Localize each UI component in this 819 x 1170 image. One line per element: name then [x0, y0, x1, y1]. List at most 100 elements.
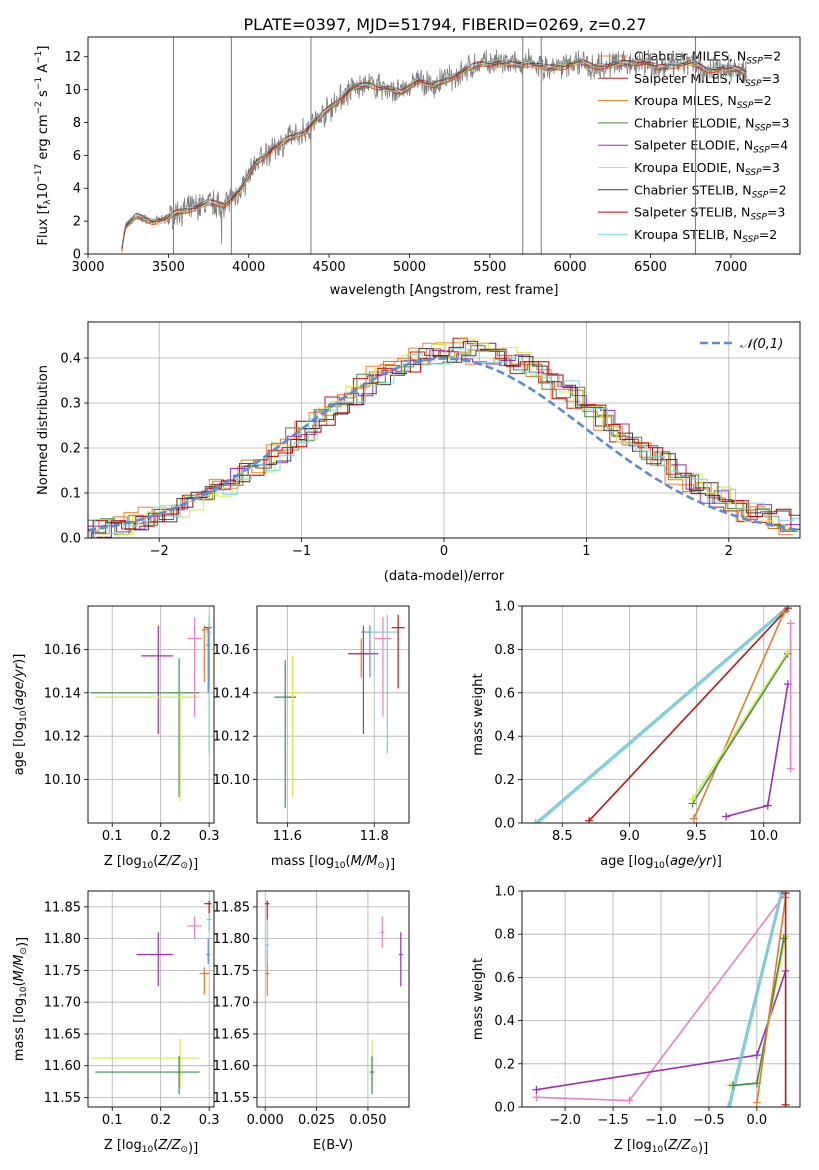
histograms — [88, 337, 800, 538]
mass-weight-line — [693, 612, 785, 820]
x-tick-label: 3000 — [71, 260, 104, 275]
y-tick-label: 10.10 — [213, 773, 250, 788]
normal-pdf-curve — [88, 357, 800, 532]
histogram-series-4 — [88, 345, 799, 536]
legend-label: Kroupa STELIB, NSSP=2 — [634, 227, 777, 245]
y-tick-label: 0.2 — [494, 1057, 515, 1072]
y-tick-label: 0.6 — [494, 686, 515, 701]
y-tick-label: 0.8 — [494, 928, 515, 943]
y-axis-label: Normed distribution — [36, 365, 51, 495]
legend-label: Salpeter STELIB, NSSP=3 — [634, 205, 785, 223]
x-tick-label: 10.0 — [749, 829, 778, 844]
x-tick-label: −1.5 — [597, 1113, 629, 1128]
mass-weight-marker — [532, 1085, 541, 1094]
y-tick-label: 11.85 — [44, 900, 81, 915]
x-axis-label: (data-model)/error — [384, 569, 505, 584]
x-tick-label: 3500 — [152, 260, 185, 275]
observed-spectrum — [121, 48, 747, 252]
axes-2: 0.1 0.2 0.3 10.10 10.12 10.14 10.16 — [44, 606, 220, 844]
mass-weight-marker — [783, 606, 792, 613]
mass-weight-line — [725, 683, 789, 818]
mass-weight-marker — [531, 819, 540, 823]
y-tick-label: 10.14 — [213, 686, 250, 701]
y-tick-label: 2 — [73, 215, 81, 230]
y-tick-label: 10 — [64, 83, 81, 98]
y-tick-label: 11.65 — [44, 1027, 81, 1042]
mass-weight-marker — [726, 1103, 735, 1107]
x-tick-label: 1 — [582, 544, 590, 559]
y-tick-label: 11.70 — [44, 996, 81, 1011]
x-tick-label: 0.025 — [298, 1113, 335, 1128]
x-tick-label: 0.3 — [199, 1113, 220, 1128]
x-tick-label: 0.050 — [349, 1113, 386, 1128]
y-tick-label: 1.0 — [494, 600, 515, 615]
y-tick-label: 11.80 — [213, 932, 250, 947]
legend-label: Salpeter ELODIE, NSSP=4 — [634, 138, 788, 156]
axes-frame — [521, 890, 801, 1108]
x-tick-label: 5000 — [393, 260, 426, 275]
axes-3: 11.6 11.8 10.10 10.12 10.14 10.16 — [213, 606, 409, 844]
x-axis-label: age [log10(age/yr)] — [600, 854, 722, 871]
x-tick-label: −1.0 — [645, 1113, 677, 1128]
main-title: PLATE=0397, MJD=51794, FIBERID=0269, z=0… — [243, 15, 646, 34]
mass-weight-line — [537, 607, 789, 823]
x-tick-label: 4500 — [313, 260, 346, 275]
x-tick-label: 5500 — [473, 260, 506, 275]
y-tick-label: 0.0 — [494, 1101, 515, 1116]
y-tick-label: 10.14 — [44, 686, 81, 701]
mass-weight-marker — [752, 1051, 761, 1060]
mass-weight-marker — [752, 1098, 761, 1107]
mass-weight-line — [756, 897, 787, 1103]
y-tick-label: 10.16 — [44, 643, 81, 658]
y-axis-label: age [log10(age/yr)] — [12, 654, 29, 776]
x-tick-label: 0.000 — [247, 1113, 284, 1128]
y-tick-label: 0.4 — [494, 1014, 515, 1029]
mass-weight-line — [534, 606, 789, 823]
y-axis-label: mass weight — [471, 673, 486, 755]
errorbars-3 — [274, 614, 405, 808]
mass-weight-lines-4 — [531, 606, 795, 823]
x-tick-label: 2 — [725, 544, 733, 559]
x-tick-label: 0.1 — [102, 829, 123, 844]
legend-label: Chabrier ELODIE, NSSP=3 — [634, 115, 789, 133]
x-tick-label: 0.2 — [150, 1113, 171, 1128]
y-tick-label: 11.75 — [44, 964, 81, 979]
legend-label: 𝒩(0,1) — [740, 337, 783, 352]
errorbars-6 — [265, 900, 403, 1095]
legend-label: Kroupa ELODIE, NSSP=3 — [634, 160, 780, 178]
y-tick-label: 4 — [73, 182, 81, 197]
x-axis-label: Z [log10(Z/Z⊙)] — [104, 854, 198, 872]
x-tick-label: 0.2 — [150, 829, 171, 844]
x-tick-label: 0 — [440, 544, 448, 559]
y-tick-label: 11.75 — [213, 964, 250, 979]
x-tick-label: −2 — [150, 544, 169, 559]
y-tick-label: 8 — [73, 116, 81, 131]
mass-weight-marker — [688, 795, 697, 804]
axes-frame — [87, 890, 215, 1108]
x-tick-label: 9.0 — [619, 829, 640, 844]
x-tick-label: 0.1 — [102, 1113, 123, 1128]
histogram-series-2 — [96, 337, 795, 538]
x-axis-label: mass [log10(M/M⊙)] — [271, 854, 395, 872]
x-tick-label: 7000 — [714, 260, 747, 275]
histogram-series-8 — [92, 340, 800, 538]
y-tick-label: 0.3 — [60, 397, 81, 412]
errorbars-2 — [90, 614, 212, 802]
mass-weight-line — [588, 607, 789, 822]
x-axis-label: wavelength [Angstrom, rest frame] — [330, 283, 559, 298]
spectrum-lines — [121, 37, 747, 254]
mass-weight-marker — [779, 608, 788, 617]
y-tick-label: 0.1 — [60, 487, 81, 502]
axes-6: 0.000 0.025 0.050 11.55 11.60 11.65 11.70 11.75… — [213, 891, 409, 1128]
y-tick-label: 0.4 — [494, 730, 515, 745]
mass-weight-line — [727, 893, 782, 1107]
y-tick-label: 10.16 — [213, 643, 250, 658]
mass-weight-line — [691, 651, 789, 800]
legend-label: Kroupa MILES, NSSP=2 — [634, 93, 772, 111]
x-tick-label: 0.3 — [199, 829, 220, 844]
mass-weight-marker — [763, 801, 772, 810]
y-tick-label: 12 — [64, 50, 81, 65]
x-tick-label: 11.6 — [273, 829, 302, 844]
